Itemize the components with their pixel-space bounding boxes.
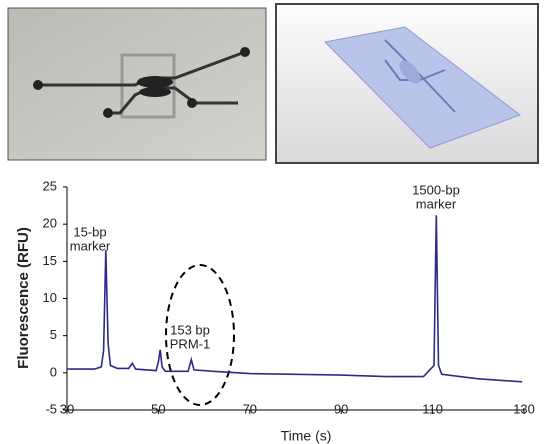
chip-photo	[7, 7, 267, 161]
annotation: PRM-1	[170, 336, 210, 351]
annotation: marker	[70, 238, 111, 253]
x-tick-label: 130	[513, 401, 535, 416]
annotation: 1500-bp	[412, 182, 460, 197]
trace	[67, 215, 523, 383]
x-tick-label: 90	[334, 401, 348, 416]
chip-render	[275, 3, 539, 164]
annotation: 15-bp	[73, 224, 106, 239]
highlight-ellipse	[165, 264, 235, 406]
y-tick-label: 0	[50, 364, 57, 379]
x-tick-label: 50	[151, 401, 165, 416]
y-tick-label: 15	[43, 253, 57, 268]
y-tick-label: 25	[43, 178, 57, 193]
y-tick-label: 10	[43, 290, 57, 305]
annotation: 153 bp	[170, 322, 210, 337]
annotation: marker	[416, 196, 457, 211]
y-axis-label: Fluorescence (RFU)	[15, 227, 32, 369]
x-tick-label: 110	[422, 401, 443, 416]
y-tick-label: 5	[50, 327, 57, 342]
x-tick-label: 30	[60, 401, 74, 416]
y-tick-label: -5	[45, 401, 57, 416]
y-tick-label: 20	[43, 216, 57, 231]
x-axis-label: Time (s)	[281, 428, 332, 444]
x-tick-label: 70	[243, 401, 257, 416]
